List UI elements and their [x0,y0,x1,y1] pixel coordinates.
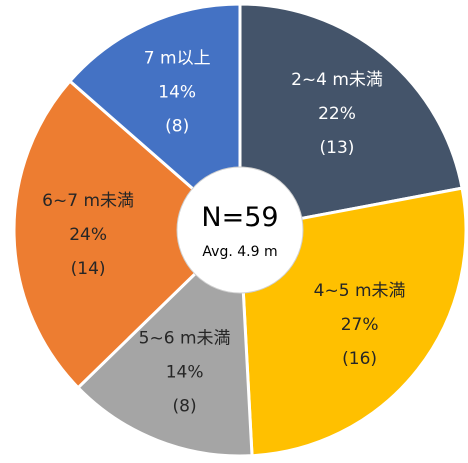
slice-count-3: (8) [173,397,197,417]
slice-labels-layer: 2~4 m未満 22% (13) 4~5 m未満 27% (16) 5~6 m未満 14% (8… [42,49,405,417]
slice-label-2: 4~5 m未満 [314,281,406,301]
center-hole [176,166,304,294]
pie-slice-3 [76,228,254,458]
pie-slice-4 [12,79,242,390]
slice-percent-1: 22% [318,104,356,124]
slice-label-4: 6~7 m未満 [42,191,134,211]
slice-count-2: (16) [342,349,377,369]
slice-percent-4: 24% [69,225,107,245]
center-average-label: Avg. 4.9 m [202,244,277,260]
slices-layer [12,2,468,458]
slice-percent-5: 14% [158,83,196,103]
slice-count-1: (13) [320,138,355,158]
slice-label-5: 7 m以上 [144,49,211,69]
slice-count-5: (8) [165,117,189,137]
slice-label-3: 5~6 m未満 [139,329,231,349]
slice-percent-3: 14% [166,363,204,383]
center-total-label: N=59 [201,202,278,233]
slice-percent-2: 27% [341,315,379,335]
pie-slice-5 [68,2,242,232]
slice-count-4: (14) [71,259,106,279]
slice-label-1: 2~4 m未満 [291,70,383,90]
pie-slice-1 [238,2,464,232]
